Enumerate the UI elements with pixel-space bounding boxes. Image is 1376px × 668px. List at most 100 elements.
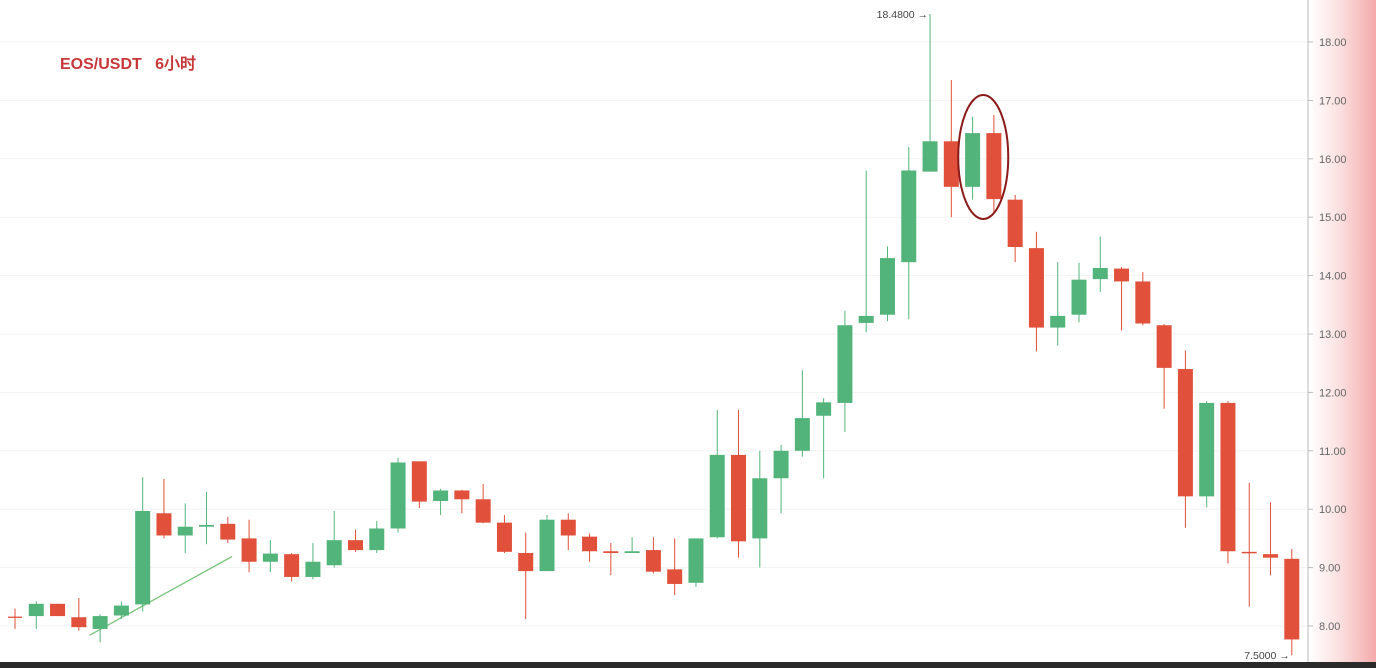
candle-body: [28, 603, 44, 617]
candle-body: [794, 418, 810, 451]
candle-body: [156, 513, 172, 536]
candle-body: [901, 170, 917, 263]
candle-up: [837, 310, 853, 433]
candle-down: [241, 519, 257, 573]
candle-down: [943, 79, 959, 218]
candle-body: [1071, 279, 1087, 315]
y-tick-label: 17.00: [1319, 95, 1347, 107]
candle-body: [1199, 402, 1215, 497]
candle-down: [220, 516, 236, 544]
candle-down: [1007, 195, 1023, 263]
candle-down: [50, 603, 66, 617]
candle-body: [943, 141, 959, 187]
candle-body: [1284, 558, 1300, 640]
candle-up: [1092, 236, 1108, 292]
candle-down: [347, 529, 363, 552]
candle-up: [326, 510, 342, 568]
candle-down: [71, 597, 87, 631]
candle-up: [773, 444, 789, 514]
candle-up: [135, 477, 151, 612]
candle-body: [50, 603, 66, 617]
candle-down: [1028, 231, 1044, 352]
candle-down: [475, 484, 491, 524]
candle-body: [986, 133, 1002, 200]
candle-body: [71, 617, 87, 628]
candle-down: [1177, 350, 1193, 528]
bottom-bar: [0, 662, 1376, 668]
candle-down: [518, 532, 534, 619]
candle-body: [1050, 315, 1066, 328]
candle-down: [1135, 272, 1151, 326]
candle-down: [411, 461, 427, 509]
candle-down: [1263, 502, 1279, 576]
candle-down: [496, 515, 512, 553]
candle-down: [986, 115, 1002, 214]
candle-body: [858, 315, 874, 323]
candle-body: [177, 526, 193, 536]
y-tick-label: 9.00: [1319, 563, 1340, 575]
candle-body: [1135, 281, 1151, 324]
candle-body: [1177, 369, 1193, 497]
candle-up: [688, 538, 704, 587]
candle-down: [731, 409, 747, 558]
y-tick-label: 18.00: [1319, 37, 1347, 49]
candle-down: [603, 543, 619, 576]
candle-body: [837, 325, 853, 403]
candle-body: [603, 551, 619, 553]
candle-body: [496, 522, 512, 552]
candle-body: [688, 538, 704, 583]
trendline-layer: [89, 555, 233, 636]
highlight-layer: [957, 94, 1010, 220]
candle-up: [28, 601, 44, 629]
candle-up: [113, 601, 129, 619]
candle-up: [1199, 401, 1215, 508]
candle-up: [177, 503, 193, 553]
max-price-label: 18.4800 →: [877, 9, 928, 21]
price-axis-ticks: 8.00 9.00 10.00 11.00 12.00 13.00 14.00 15.00 16…: [1308, 37, 1347, 633]
candle-down: [645, 537, 661, 574]
candle-down: [454, 489, 470, 514]
candle-body: [411, 461, 427, 502]
candle-body: [645, 550, 661, 572]
candle-body: [220, 523, 236, 540]
candle-up: [539, 515, 555, 572]
candle-body: [92, 616, 108, 629]
candle-up: [709, 409, 725, 539]
candle-body: [199, 524, 215, 527]
candle-body: [454, 490, 470, 500]
candle-down: [8, 608, 22, 629]
candle-up: [305, 543, 321, 580]
candle-up: [922, 13, 938, 172]
candle-down: [1114, 266, 1130, 331]
candle-body: [965, 133, 981, 187]
candle-up: [262, 540, 278, 573]
candle-body: [433, 490, 449, 502]
candle-body: [135, 510, 151, 605]
candle-body: [1092, 268, 1108, 280]
y-tick-label: 13.00: [1319, 329, 1347, 341]
y-tick-label: 14.00: [1319, 271, 1347, 283]
candle-body: [752, 478, 768, 539]
highlight-ellipse: [957, 94, 1010, 220]
candle-body: [1114, 268, 1130, 282]
candle-up: [794, 370, 810, 457]
candle-body: [1220, 402, 1236, 552]
candle-down: [1241, 482, 1257, 607]
candle-up: [433, 488, 449, 516]
min-price-label: 7.5000 →: [1244, 650, 1290, 662]
candle-up: [816, 398, 832, 479]
candle-down: [667, 538, 683, 596]
candle-down: [284, 553, 300, 582]
candle-up: [752, 450, 768, 568]
candle-body: [582, 536, 598, 552]
candle-body: [326, 540, 342, 566]
candle-body: [284, 554, 300, 577]
y-tick-label: 11.00: [1319, 446, 1346, 458]
candle-body: [816, 402, 832, 416]
candle-down: [1220, 401, 1236, 564]
candle-up: [901, 147, 917, 320]
candle-up: [92, 614, 108, 643]
candle-body: [1028, 248, 1044, 328]
candle-body: [1263, 554, 1279, 558]
